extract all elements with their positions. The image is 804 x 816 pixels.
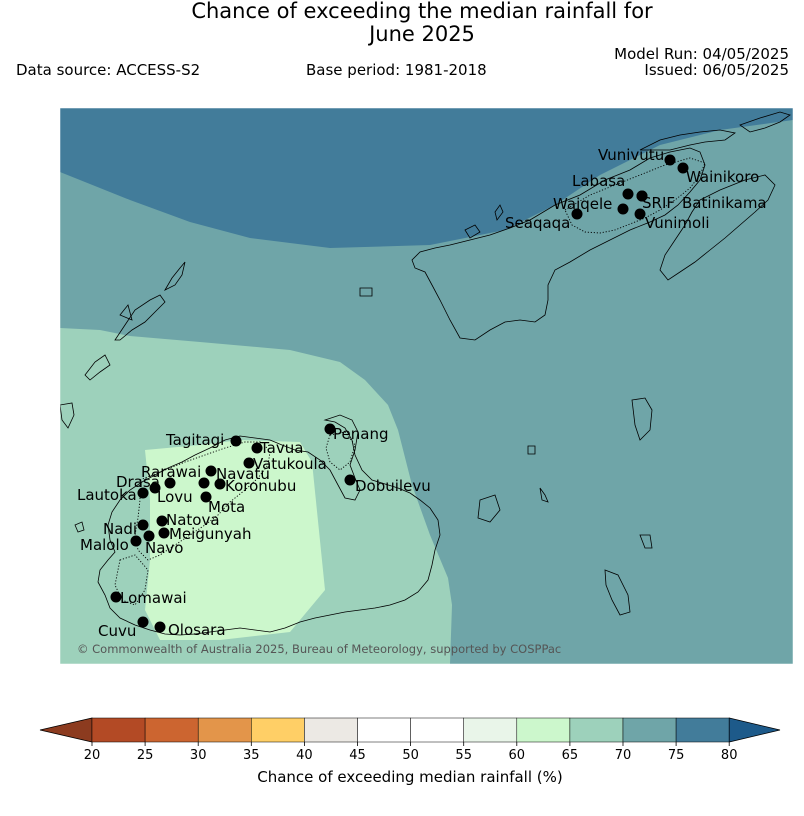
colorbar-segment (569, 717, 624, 743)
colorbar-tick-label: 80 (721, 748, 738, 763)
station-marker-seaqaqa (571, 208, 583, 220)
station-label-natova: Natova (166, 511, 220, 529)
colorbar-segment (251, 717, 305, 743)
station-marker-lovu (149, 482, 161, 494)
station-marker-lautoka (137, 487, 149, 499)
station-marker-drasa (164, 477, 176, 489)
coastlines (60, 111, 791, 636)
station-marker-koronubu (214, 478, 226, 490)
station-label-lomawai: Lomawai (120, 589, 187, 607)
station-marker-cuvu (137, 616, 149, 628)
station-label-navo: Navo (145, 539, 183, 557)
colorbar-segment (304, 717, 358, 743)
station-marker-tavua (251, 442, 263, 454)
colorbar-segment (144, 717, 199, 743)
colorbar-segment (91, 717, 146, 743)
station-label-navatu: Navatu (216, 465, 270, 483)
colorbar-tick-label: 40 (296, 748, 313, 763)
province-boundaries (114, 157, 706, 606)
station-marker-labasa (622, 188, 634, 200)
station-label-mota: Mota (208, 498, 245, 516)
station-label-tagitagi: Tagitagi (165, 431, 224, 449)
title-line-2: June 2025 (369, 22, 475, 46)
station-label-srif: SRIF (642, 194, 675, 212)
station-label-malolo: Malolo (80, 536, 129, 554)
colorbar-tick-label: 20 (84, 748, 101, 763)
station-label-tavua: Tavua (259, 439, 303, 457)
colorbar-extend-high (728, 717, 781, 743)
colorbar-tick-label: 60 (509, 748, 526, 763)
station-marker-meigunyah (158, 527, 170, 539)
colorbar-tick-label: 35 (243, 748, 260, 763)
station-marker-tagitagi (230, 435, 242, 447)
station-label-penang: Penang (333, 425, 388, 443)
colorbar-tick-label: 55 (455, 748, 472, 763)
station-label-meigunyah: Meigunyah (169, 525, 251, 543)
station-label-batinikama: Batinikama (682, 194, 767, 212)
colorbar-label: Chance of exceeding median rainfall (%) (257, 768, 563, 786)
title-line-1: Chance of exceeding the median rainfall … (191, 0, 653, 23)
station-marker-batinikama (636, 190, 648, 202)
station-marker-penang (324, 423, 336, 435)
station-marker-wainikoro (677, 162, 689, 174)
station-markers: Vunivutu Wainikoro Labasa Waiqele SRIF Batini… (77, 146, 767, 640)
station-label-cuvu: Cuvu (98, 622, 136, 640)
colorbar-segment (516, 717, 571, 743)
station-marker-dobuilevu (344, 474, 356, 486)
station-label-vunivutu: Vunivutu (598, 146, 664, 164)
station-label-koronubu: Koronubu (225, 477, 296, 495)
station-label-lovu: Lovu (157, 488, 193, 506)
model-run-label: Model Run: 04/05/2025 (614, 45, 789, 63)
colorbar-extend-low (39, 717, 93, 743)
base-period-label: Base period: 1981-2018 (306, 61, 487, 79)
station-marker-vunimoli (634, 208, 646, 220)
station-marker-waiqele (617, 203, 629, 215)
colorbar-segment (357, 717, 411, 743)
station-label-drasa: Drasa (116, 473, 160, 491)
issued-label: Issued: 06/05/2025 (644, 61, 789, 79)
station-label-vunimoli: Vunimoli (645, 214, 710, 232)
region-60-65 (145, 440, 325, 640)
station-label-dobuilevu: Dobuilevu (355, 477, 431, 495)
station-label-waiqele: Waiqele (553, 195, 612, 213)
station-marker-lomawai (110, 591, 122, 603)
colorbar-tick-label: 50 (402, 748, 419, 763)
station-label-labasa: Labasa (572, 172, 625, 190)
colorbar-tick-label: 75 (668, 748, 685, 763)
colorbar-segment (197, 717, 252, 743)
station-marker-navo (143, 530, 155, 542)
colorbar-tick-label: 65 (562, 748, 579, 763)
station-label-rarawai: Rarawai (141, 463, 201, 481)
colorbar-segment (675, 717, 730, 743)
region-above-75 (60, 108, 793, 248)
station-label-seaqaqa: Seaqaqa (505, 214, 570, 232)
station-label-nadi: Nadi (103, 520, 137, 538)
station-marker-mota (200, 491, 212, 503)
colorbar-tick-label: 45 (349, 748, 366, 763)
station-marker-navatu (198, 477, 210, 489)
station-marker-vatukoula (243, 457, 255, 469)
station-marker-malolo (130, 535, 142, 547)
station-marker-vunivutu (664, 154, 676, 166)
station-marker-natova (156, 515, 168, 527)
station-marker-nadi (137, 519, 149, 531)
colorbar-tick-label: 30 (190, 748, 207, 763)
station-marker-olosara (154, 621, 166, 633)
station-label-vatukoula: Vatukoula (253, 455, 327, 473)
colorbar-segment (463, 717, 518, 743)
colorbar-segment (410, 717, 464, 743)
station-marker-rarawai (205, 465, 217, 477)
station-label-olosara: Olosara (168, 621, 226, 639)
colorbar-tick-label: 25 (137, 748, 154, 763)
station-label-wainikoro: Wainikoro (686, 168, 759, 186)
copyright-notice: © Commonwealth of Australia 2025, Bureau… (77, 642, 561, 656)
data-source-label: Data source: ACCESS-S2 (16, 61, 201, 79)
colorbar-segment (622, 717, 677, 743)
station-label-lautoka: Lautoka (77, 486, 137, 504)
colorbar-tick-label: 70 (615, 748, 632, 763)
